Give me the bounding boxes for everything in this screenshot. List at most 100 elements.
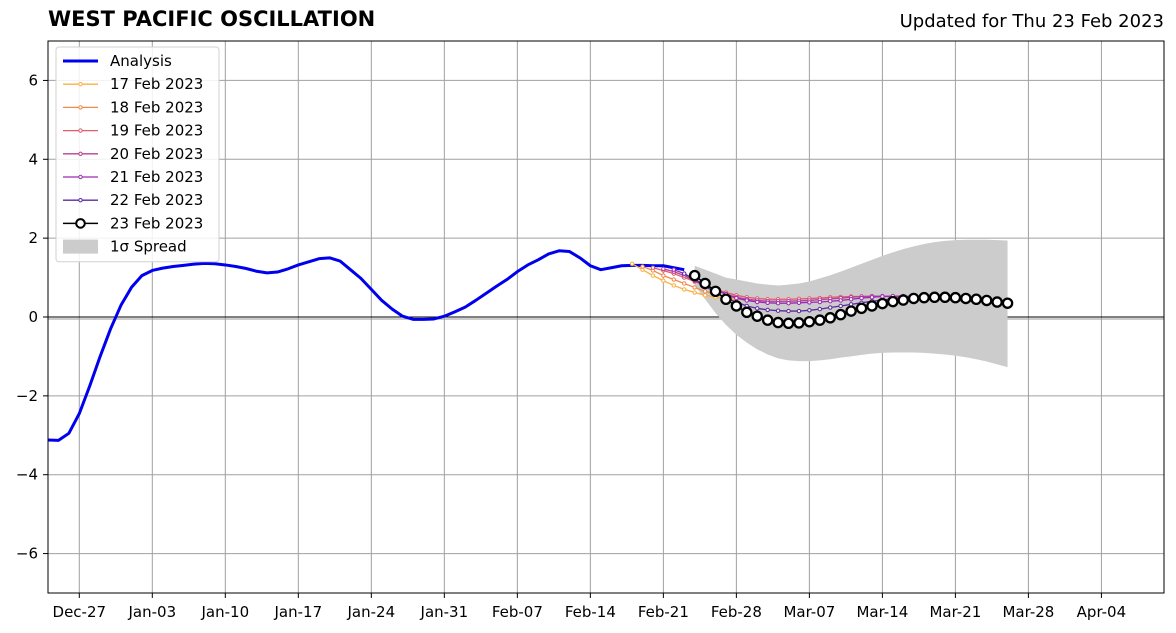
legend-swatch-marker-7 [75,218,86,229]
legend-label-3: 19 Feb 2023 [110,122,203,140]
forecast-point-0-3 [661,278,666,283]
x-tick-label-12: Mar-21 [929,603,981,621]
forecast-point-0-2 [650,273,656,278]
forecast-point-6-20 [897,294,910,306]
forecast-point-0-0 [629,261,635,266]
forecast-point-0-4 [671,283,676,288]
legend-swatch-spread [63,239,98,254]
legend-label-2: 18 Feb 2023 [110,98,203,116]
y-tick-label-5: 4 [28,150,38,168]
forecast-point-5-14 [828,305,833,310]
forecast-point-6-27 [970,293,983,306]
forecast-point-6-26 [960,292,972,305]
forecast-point-1-4 [682,281,687,286]
y-tick-label-6: 6 [28,71,38,89]
forecast-point-5-8 [765,307,770,313]
updated-date-label: Updated for Thu 23 Feb 2023 [899,11,1164,32]
x-tick-label-9: Feb-28 [711,603,762,621]
chart-title: WEST PACIFIC OSCILLATION [48,7,376,31]
forecast-point-4-10 [775,301,781,306]
legend-swatch-marker-1 [78,82,83,87]
forecast-point-4-20 [880,294,885,299]
legend-label-0: Analysis [110,52,172,70]
forecast-point-6-3 [720,293,732,306]
forecast-point-4-11 [786,301,791,306]
analysis-line [47,249,685,442]
legend-label-6: 22 Feb 2023 [110,191,203,209]
forecast-point-4-13 [807,300,812,305]
x-tick-label-6: Feb-07 [492,603,543,621]
legend-swatch-marker-4 [78,151,83,157]
x-tick-label-14: Apr-04 [1077,603,1127,621]
forecast-point-2-0 [650,265,656,270]
forecast-point-1-2 [661,273,666,278]
forecast-point-6-25 [949,291,962,304]
forecast-point-6-22 [918,291,930,304]
forecast-point-5-12 [807,308,812,313]
x-tick-label-5: Jan-31 [420,603,469,621]
forecast-point-0-7 [702,293,708,298]
forecast-point-5-0 [682,271,687,276]
forecast-point-1-0 [640,264,645,269]
x-tick-label-1: Jan-03 [127,603,176,621]
forecast-point-6-18 [876,297,889,310]
forecast-point-5-7 [755,306,760,311]
legend-label-7: 23 Feb 2023 [110,214,203,232]
forecast-point-6-23 [928,291,941,304]
x-tick-label-0: Dec-27 [53,603,107,621]
forecast-point-6-6 [751,310,763,322]
legend-swatch-marker-5 [78,174,83,180]
forecast-point-4-15 [828,299,833,304]
forecast-point-6-4 [730,300,743,312]
forecast-point-5-13 [817,306,823,312]
forecast-point-4-9 [765,300,770,306]
forecast-point-6-13 [824,312,836,324]
legend-swatch-marker-2 [78,105,83,110]
y-tick-label-1: −4 [16,466,38,484]
x-tick-label-4: Jan-24 [347,603,396,621]
forecast-point-6-10 [793,317,805,329]
forecast-point-4-7 [744,298,750,303]
legend-label-4: 20 Feb 2023 [110,145,203,163]
forecast-point-6-15 [845,305,857,317]
forecast-point-4-6 [734,295,739,301]
forecast-point-6-1 [699,277,711,290]
forecast-point-6-30 [1001,297,1014,309]
forecast-point-6-7 [761,314,774,326]
legend-swatch-marker-6 [78,198,83,203]
x-tick-label-2: Jan-10 [200,603,249,621]
forecast-point-6-14 [834,308,847,321]
forecast-point-6-8 [772,316,784,329]
forecast-point-6-11 [803,315,816,328]
y-tick-label-3: 0 [28,308,38,326]
forecast-point-5-10 [786,308,791,314]
forecast-point-6-17 [866,300,878,312]
forecast-point-4-12 [796,300,802,306]
forecast-point-6-12 [814,314,826,326]
forecast-point-5-15 [838,303,843,309]
forecast-point-6-28 [980,294,993,307]
forecast-point-4-18 [859,295,864,301]
x-tick-label-3: Jan-17 [274,603,323,621]
forecast-point-3-0 [661,266,666,272]
forecast-point-6-24 [939,291,951,304]
x-tick-label-10: Mar-07 [783,603,835,621]
forecast-point-6-19 [887,295,899,308]
forecast-point-1-5 [692,285,697,290]
forecast-point-6-16 [855,302,868,315]
forecast-point-6-21 [907,292,920,305]
x-tick-label-7: Feb-14 [565,603,616,621]
y-tick-label-0: −6 [16,545,38,563]
forecast-point-0-6 [692,290,697,295]
forecast-point-4-8 [755,299,760,305]
forecast-point-4-0 [671,267,676,272]
legend-swatch-marker-3 [78,128,83,133]
forecast-point-5-11 [796,308,802,314]
y-tick-label-2: −2 [16,387,38,405]
forecast-point-6-5 [741,306,753,319]
forecast-point-6-0 [688,269,701,282]
forecast-point-4-14 [817,299,823,305]
forecast-point-5-9 [775,308,781,313]
forecast-point-6-29 [991,296,1003,308]
